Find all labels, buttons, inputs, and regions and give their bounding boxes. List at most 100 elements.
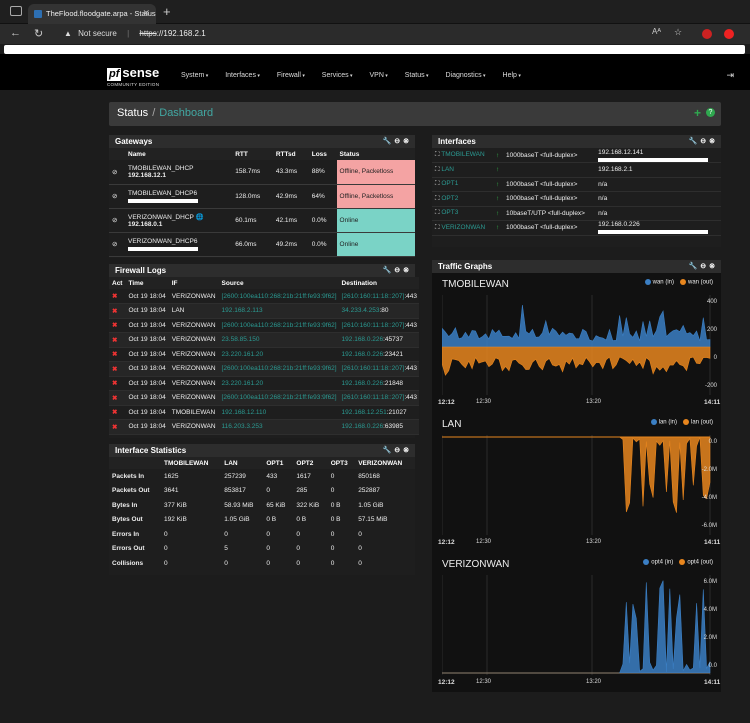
interface-link[interactable]: TMOBILEWAN [441,151,485,158]
stats-cell: 0 [293,527,328,542]
settings-icon[interactable]: 🔧 [382,447,392,454]
browser-tab[interactable]: TheFlood.floodgate.arpa - Status ✕ [28,4,156,24]
log-destination[interactable]: [2610:160:11:18::207]:443 [338,390,419,406]
minimize-icon[interactable]: ⊖ [700,263,707,270]
block-icon: ✖ [109,289,126,304]
network-icon: ⛶ [435,180,442,188]
stats-cell: 322 KiB [293,498,328,513]
log-dest-addr[interactable]: [2610:160:11:18::207] [341,321,405,329]
nav-firewall[interactable]: Firewall [277,72,305,79]
breadcrumb-dashboard[interactable]: Dashboard [159,107,214,119]
log-source[interactable]: 192.168.12.110 [218,405,339,420]
help-icon[interactable]: ? [706,108,715,117]
log-source[interactable]: 116.203.3.253 [218,419,339,435]
close-icon[interactable]: ⊗ [709,263,715,270]
log-destination[interactable]: 34.233.4.253:80 [338,303,419,319]
settings-icon[interactable]: 🔧 [688,138,698,145]
stats-cell: 1617 [293,469,328,484]
interface-name-cell: ⛶ OPT2 [432,191,493,207]
interface-link[interactable]: OPT2 [441,194,459,202]
log-destination[interactable]: [2610:160:11:18::207]:443 [338,318,419,333]
nav-services[interactable]: Services [322,72,353,79]
log-source[interactable]: 23.58.85.150 [218,332,339,348]
interface-link[interactable]: OPT3 [441,209,459,217]
block-icon: ✖ [109,376,126,391]
nav-vpn[interactable]: VPN [370,72,388,79]
log-source[interactable]: 23.220.161.20 [218,347,339,362]
log-dest-addr[interactable]: 34.233.4.253 [341,307,380,315]
stats-cell: 0 [263,483,294,498]
log-dest-addr[interactable]: [2610:160:11:18::207] [341,394,405,402]
log-source[interactable]: [2600:100ea110:268:21b:21ff:fe93:9f62] [218,318,339,333]
log-dest-addr[interactable]: [2610:160:11:18::207] [341,365,405,373]
nav-status[interactable]: Status [405,72,429,79]
log-source[interactable]: 23.220.161.20 [218,376,339,391]
log-destination[interactable]: [2610:160:11:18::207]:443 [338,289,419,304]
log-dest-addr[interactable]: 192.168.12.251 [341,408,387,416]
back-icon[interactable]: ← [10,27,21,39]
favorite-icon[interactable]: ☆ [674,27,683,37]
log-dest-addr[interactable]: 192.168.0.226 [341,336,384,344]
log-dest-addr[interactable]: 192.168.0.226 [341,350,384,358]
window-menu-icon[interactable] [10,6,22,16]
log-destination[interactable]: 192.168.0.226:63985 [338,419,419,435]
close-tab-icon[interactable]: ✕ [142,8,150,18]
stats-col-header: OPT3 [327,457,356,469]
log-destination[interactable]: 192.168.12.251:21027 [338,405,419,420]
close-icon[interactable]: ⊗ [709,138,715,145]
interface-stats-title: Interface Statistics [115,446,187,455]
nav-interfaces[interactable]: Interfaces [225,72,260,79]
gateway-rttsd: 43.3ms [272,160,309,185]
log-dest-addr[interactable]: 192.168.0.226 [341,423,384,431]
ublock-icon[interactable] [702,29,712,39]
x-tick-label: 13:20 [586,539,602,545]
pfsense-logo[interactable]: pf sense COMMUNITY EDITION [107,65,159,87]
new-tab-icon[interactable]: + [163,4,171,19]
col-act: Act [109,277,126,289]
log-destination[interactable]: 192.168.0.226:21848 [338,376,419,391]
settings-icon[interactable]: 🔧 [382,267,392,274]
y-tick-label: -4.0M [701,495,717,501]
add-widget-icon[interactable]: + [693,106,701,120]
redacted-bar [128,246,198,251]
interface-link[interactable]: OPT1 [441,180,459,188]
minimize-icon[interactable]: ⊖ [394,447,401,454]
interface-link[interactable]: VERIZONWAN [441,223,486,231]
y-tick-label: 0.0 [708,663,717,669]
minimize-icon[interactable]: ⊖ [700,138,707,145]
settings-icon[interactable]: 🔧 [688,263,698,270]
logout-icon[interactable]: ⇥ [726,70,734,80]
log-source[interactable]: [2600:100ea110:268:21b:21ff:fe93:9f62] [218,289,339,304]
log-dest-addr[interactable]: [2610:160:11:18::207] [341,292,405,300]
close-icon[interactable]: ⊗ [403,267,409,274]
logo-edition: COMMUNITY EDITION [107,82,160,87]
log-destination[interactable]: [2610:160:11:18::207]:443 [338,361,419,377]
log-source[interactable]: 192.168.2.113 [218,303,339,319]
reload-icon[interactable]: ↻ [34,28,44,40]
address-row: ← ↻ ▲ Not secure | https://192.168.2.1 A… [0,24,750,44]
log-source[interactable]: [2600:100ea110:268:21b:21ff:fe93:9f62] [218,361,339,377]
read-aloud-icon[interactable]: Aᴬ [652,27,661,36]
log-destination[interactable]: 192.168.0.226:23421 [338,347,419,362]
address-bar[interactable]: ▲ Not secure | https://192.168.2.1 [56,26,686,42]
nav-system[interactable]: System [181,72,208,79]
interface-link[interactable]: LAN [441,165,455,173]
nav-diagnostics[interactable]: Diagnostics [445,72,485,79]
stats-cell: 252887 [355,483,415,498]
close-icon[interactable]: ⊗ [403,447,409,454]
minimize-icon[interactable]: ⊖ [394,138,401,145]
close-icon[interactable]: ⊗ [403,138,409,145]
graph-plot [442,575,711,675]
log-dest-addr[interactable]: 192.168.0.226 [341,379,384,387]
log-time: Oct 19 18:04 [125,419,169,435]
firewall-logs-table: Act Time IF Source Destination ✖ Oct 19 1… [109,277,419,435]
log-destination[interactable]: 192.168.0.226:45737 [338,332,419,348]
breadcrumb-status[interactable]: Status [117,107,149,119]
log-source[interactable]: [2600:100ea110:268:21b:21ff:fe93:9f62] [218,390,339,406]
youtube-icon[interactable] [724,29,734,39]
x-tick-label: 12:12 [438,399,455,406]
settings-icon[interactable]: 🔧 [382,138,392,145]
legend-out-dot [679,279,686,285]
nav-help[interactable]: Help [503,72,521,79]
minimize-icon[interactable]: ⊖ [394,267,401,274]
